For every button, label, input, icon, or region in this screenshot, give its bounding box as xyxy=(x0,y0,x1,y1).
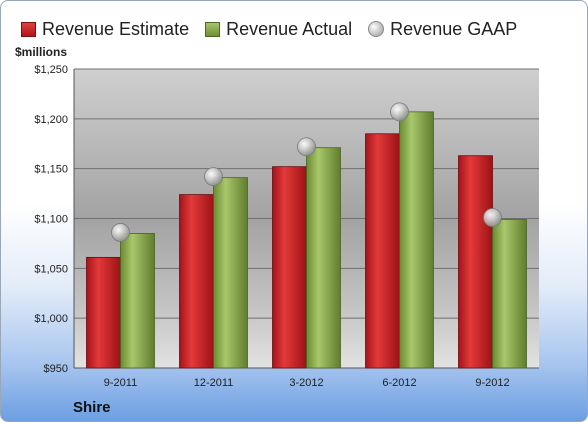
bar-revenue-estimate xyxy=(86,256,121,369)
y-tick-label: $950 xyxy=(44,363,68,375)
legend-item-revenue-estimate: Revenue Estimate xyxy=(21,19,189,40)
y-tick-label: $1,200 xyxy=(34,114,68,126)
point-revenue-gaap xyxy=(390,102,409,122)
legend-label: Revenue Estimate xyxy=(42,18,190,39)
legend: Revenue Estimate Revenue Actual Revenue … xyxy=(21,16,517,42)
point-revenue-gaap xyxy=(204,167,223,187)
y-tick-label: $1,050 xyxy=(34,263,68,275)
y-axis-unit-label: $millions xyxy=(15,45,68,59)
red-bar-swatch-icon xyxy=(21,21,36,37)
y-tick-label: $1,000 xyxy=(34,313,68,325)
y-tick-label: $1,150 xyxy=(34,164,68,176)
y-tick-label: $1,250 xyxy=(34,64,68,76)
bar-revenue-actual xyxy=(120,233,155,369)
green-bar-swatch-icon xyxy=(205,21,221,37)
bar-revenue-estimate xyxy=(458,155,493,369)
point-revenue-gaap xyxy=(483,208,502,227)
legend-label: Revenue GAAP xyxy=(390,18,518,39)
grey-sphere-swatch-icon xyxy=(368,21,385,37)
x-tick-label: 9-2011 xyxy=(104,377,137,389)
legend-label: Revenue Actual xyxy=(226,18,353,39)
bar-revenue-actual xyxy=(306,147,341,369)
bar-revenue-estimate xyxy=(365,133,400,369)
x-tick-label: 6-2012 xyxy=(382,377,416,389)
x-tick-label: 12-2011 xyxy=(194,377,234,389)
company-name: Shire xyxy=(73,399,111,416)
bar-revenue-estimate xyxy=(272,166,307,369)
x-tick-label: 3-2012 xyxy=(289,377,323,389)
bar-revenue-actual xyxy=(213,177,248,369)
bar-revenue-actual xyxy=(399,111,434,369)
bar-revenue-estimate xyxy=(179,194,214,369)
legend-item-revenue-actual: Revenue Actual xyxy=(205,19,352,40)
legend-item-revenue-gaap: Revenue GAAP xyxy=(368,19,517,40)
point-revenue-gaap xyxy=(297,137,316,157)
bar-revenue-actual xyxy=(492,219,527,369)
x-tick-label: 9-2012 xyxy=(475,377,509,389)
y-tick-label: $1,100 xyxy=(34,214,68,226)
point-revenue-gaap xyxy=(111,223,130,242)
